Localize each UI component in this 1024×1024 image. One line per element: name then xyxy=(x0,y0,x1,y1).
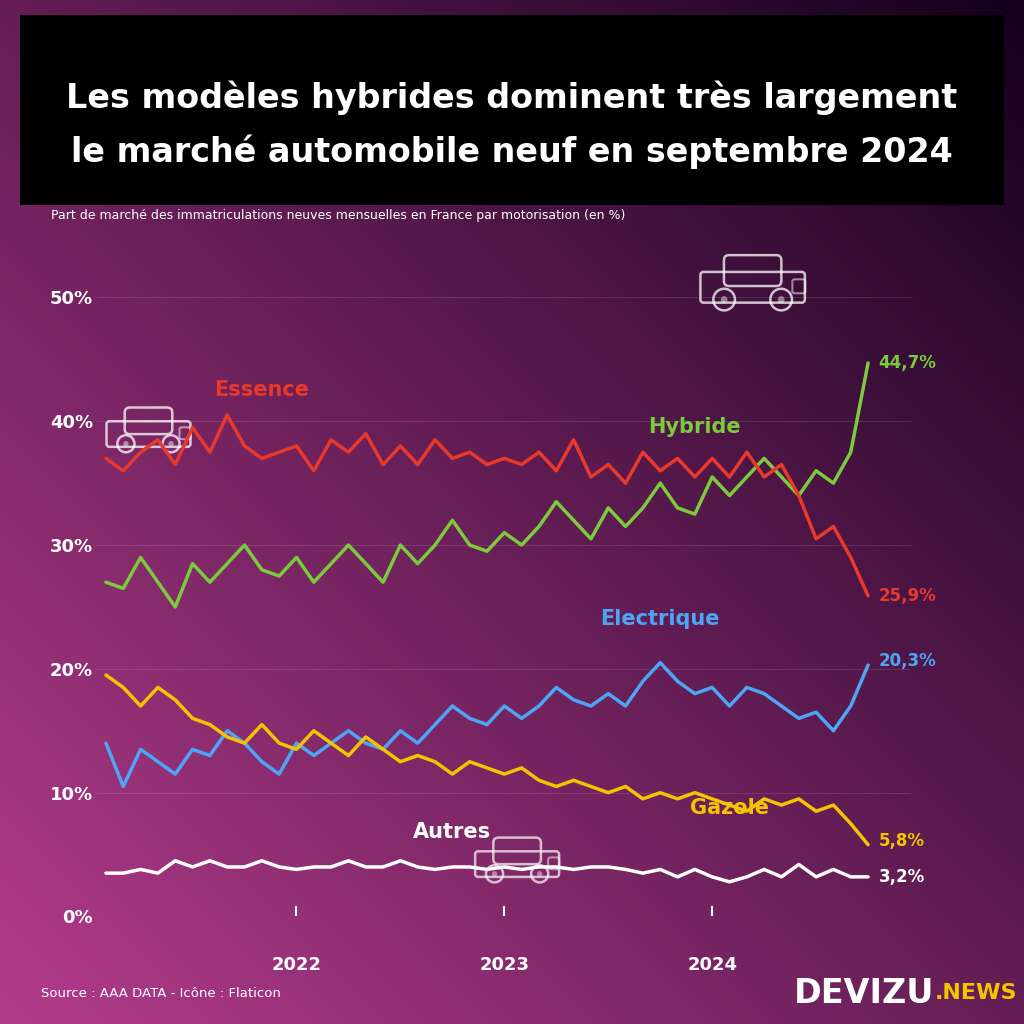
Text: Source : AAA DATA - Icône : Flaticon: Source : AAA DATA - Icône : Flaticon xyxy=(41,987,281,999)
Text: Hybride: Hybride xyxy=(648,418,741,437)
Text: .NEWS: .NEWS xyxy=(935,983,1018,1004)
Text: 2024: 2024 xyxy=(687,956,737,974)
Text: Autres: Autres xyxy=(414,822,492,843)
Circle shape xyxy=(168,441,174,446)
Text: Essence: Essence xyxy=(214,380,309,400)
Text: 5,8%: 5,8% xyxy=(879,831,925,850)
Text: 44,7%: 44,7% xyxy=(879,354,936,372)
Text: 2022: 2022 xyxy=(271,956,322,974)
Text: 25,9%: 25,9% xyxy=(879,587,936,605)
Text: Gazole: Gazole xyxy=(690,798,769,817)
Text: Part de marché des immatriculations neuves mensuelles en France par motorisation: Part de marché des immatriculations neuv… xyxy=(51,209,626,222)
FancyBboxPatch shape xyxy=(20,15,1004,205)
Circle shape xyxy=(777,296,784,303)
Text: Electrique: Electrique xyxy=(600,609,720,630)
Circle shape xyxy=(123,441,129,446)
Text: 2023: 2023 xyxy=(479,956,529,974)
Circle shape xyxy=(721,296,728,303)
Circle shape xyxy=(492,871,498,877)
Text: 3,2%: 3,2% xyxy=(879,868,925,886)
Text: 20,3%: 20,3% xyxy=(879,652,936,671)
Text: DEVIZU: DEVIZU xyxy=(794,977,934,1010)
Text: Les modèles hybrides dominent très largement: Les modèles hybrides dominent très large… xyxy=(67,80,957,115)
Circle shape xyxy=(537,871,543,877)
Text: le marché automobile neuf en septembre 2024: le marché automobile neuf en septembre 2… xyxy=(71,134,953,169)
